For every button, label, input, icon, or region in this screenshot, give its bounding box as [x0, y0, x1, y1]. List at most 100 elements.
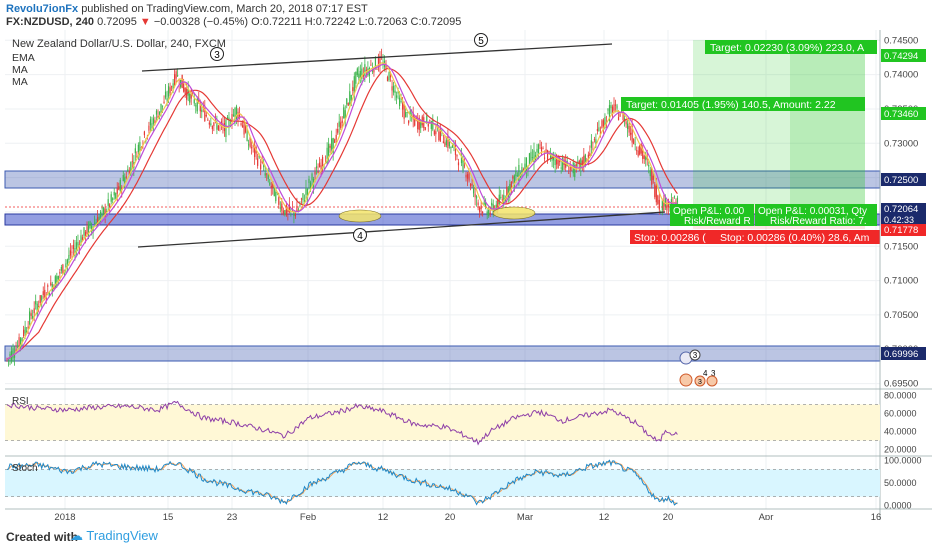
candle-body: [110, 194, 112, 202]
chart-area[interactable]: 3 5 4 Target: 0.02230 (3.09%) 223.0, A T…: [0, 30, 932, 523]
candle-body: [611, 106, 614, 115]
candle-body: [237, 111, 239, 119]
candle-body: [468, 171, 470, 181]
flag-icon[interactable]: [694, 375, 706, 387]
candle-body: [356, 68, 358, 76]
candle-body: [139, 141, 141, 153]
candle-body: [648, 164, 650, 167]
candle-body: [382, 62, 384, 66]
candle-body: [414, 117, 416, 126]
price-tick-label: 0.74000: [884, 70, 918, 81]
stoch-tick-label: 100.0000: [884, 455, 922, 465]
candle-body: [170, 86, 173, 88]
candle-body: [131, 161, 133, 163]
candle-body: [264, 173, 266, 176]
candle-body: [418, 117, 420, 130]
candle-body: [175, 71, 177, 79]
author-link[interactable]: Revolu7ionFx: [6, 3, 79, 15]
candle-body: [581, 160, 583, 165]
price-badge-timer-label: 0.42:33: [884, 215, 914, 225]
candle-body: [300, 198, 303, 200]
time-tick-label: Mar: [517, 512, 533, 520]
candle-body: [125, 176, 127, 178]
price-badge-target1-label: 0.74294: [884, 51, 918, 62]
candle-body: [240, 123, 242, 125]
candle-body: [486, 211, 488, 216]
candle-body: [602, 120, 605, 127]
price-badge-target1: [881, 49, 926, 62]
candle-body: [244, 124, 247, 133]
candle-body: [536, 148, 538, 153]
candle-body: [143, 131, 146, 136]
legend-ema[interactable]: EMA: [12, 52, 35, 64]
event-count-label: 3: [711, 369, 716, 378]
last-price: 0.72095: [97, 16, 137, 28]
candle-body: [590, 140, 592, 148]
economic-events[interactable]: 3 4 3 3: [679, 349, 718, 387]
time-tick-label: 23: [227, 512, 238, 520]
candle-body: [429, 120, 431, 122]
legend-ma-1[interactable]: MA: [12, 64, 28, 76]
candle-body: [124, 177, 126, 185]
upper-trendline[interactable]: [141, 43, 613, 72]
candle-body: [524, 163, 526, 172]
time-tick-label: 2018: [54, 512, 75, 520]
legend-ma-2[interactable]: MA: [12, 76, 28, 88]
stop-1-box: [630, 230, 716, 244]
flag-icon[interactable]: [679, 373, 693, 387]
tradingview-brand: TradingView: [86, 528, 158, 543]
price-axis[interactable]: 0.745000.740000.735000.730000.725000.720…: [884, 35, 922, 510]
chart-svg[interactable]: 3 5 4 Target: 0.02230 (3.09%) 223.0, A T…: [0, 30, 932, 523]
candle-body: [451, 145, 454, 148]
price-change: −0.00328 (−0.45%): [153, 16, 249, 28]
candle-body: [507, 187, 509, 198]
candle-body: [154, 120, 156, 124]
lower-trendline[interactable]: [137, 211, 666, 248]
candle-body: [158, 111, 161, 116]
candle-body: [32, 315, 34, 319]
candle-body: [359, 70, 361, 78]
event-badge-label: 3: [693, 351, 698, 360]
candle-body: [457, 162, 460, 166]
tradingview-logo[interactable]: ☁ TradingView: [70, 528, 158, 544]
ohlc-values: O:0.72211 H:0.72242 L:0.72063 C:0.72095: [251, 16, 462, 28]
time-axis[interactable]: 2018 15 23 Feb 12 20 Mar 12 20 Apr 16: [54, 512, 881, 523]
candle-body: [462, 159, 464, 171]
stoch-label[interactable]: Stoch: [12, 463, 38, 474]
candle-body: [163, 101, 165, 104]
candle-body: [269, 182, 271, 185]
candle-body: [195, 105, 197, 107]
publish-info: published on TradingView.com, March 20, …: [81, 3, 368, 15]
candle-body: [566, 160, 568, 166]
candle-body: [546, 150, 549, 161]
candle-body: [23, 329, 25, 337]
candle-body: [116, 188, 118, 194]
candle-body: [306, 188, 309, 198]
candle-body: [98, 216, 100, 223]
candle-body: [36, 303, 38, 315]
rsi-label[interactable]: RSI: [12, 396, 29, 407]
candle-body: [196, 98, 198, 112]
candle-body: [59, 271, 61, 274]
candle-body: [456, 155, 458, 157]
candle-body: [39, 295, 41, 303]
candle-body: [246, 131, 248, 141]
flag-icon[interactable]: [706, 375, 718, 387]
candle-body: [320, 165, 322, 172]
time-tick-label: 20: [445, 512, 456, 520]
candle-body: [87, 224, 90, 236]
candle-body: [151, 123, 153, 130]
candle-body: [634, 143, 636, 145]
candle-body: [373, 68, 375, 73]
candle-body: [232, 114, 235, 117]
candle-body: [315, 166, 318, 169]
candle-body: [270, 185, 272, 189]
candle-body: [213, 122, 215, 127]
candle-body: [365, 69, 367, 71]
candle-body: [183, 83, 185, 92]
candle-body: [113, 191, 115, 196]
candle-body: [654, 184, 656, 198]
candle-body: [207, 119, 209, 121]
candle-body: [657, 195, 659, 204]
candle-body: [557, 159, 559, 169]
